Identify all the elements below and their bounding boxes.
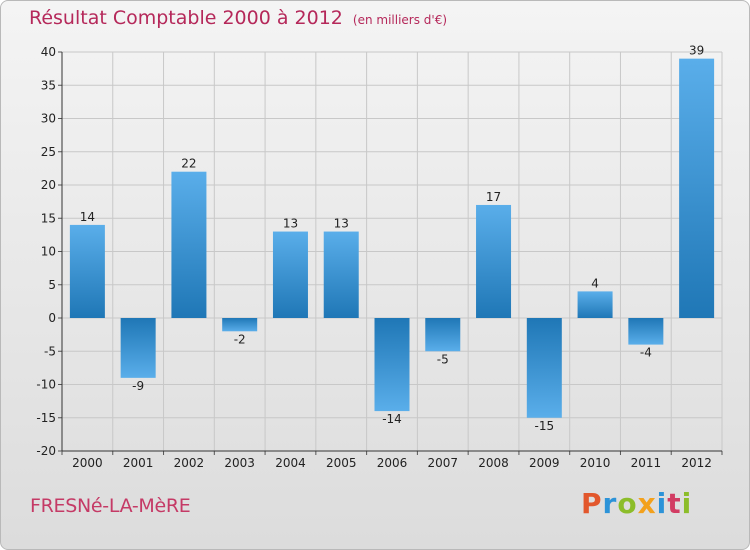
- x-tick-label-2010: 2010: [580, 456, 611, 470]
- x-tick-label-2005: 2005: [326, 456, 357, 470]
- x-tick-label-2004: 2004: [275, 456, 306, 470]
- data-label-2009: -15: [535, 419, 555, 433]
- data-label-2007: -5: [437, 352, 449, 366]
- bar-2003: [222, 318, 258, 332]
- y-tick-label: 5: [48, 278, 56, 292]
- x-tick-label-2011: 2011: [631, 456, 662, 470]
- chart-title-main: Résultat Comptable 2000 à 2012: [29, 7, 343, 29]
- chart-subtitle: (en milliers d'€): [352, 13, 448, 27]
- x-tick-label-2002: 2002: [174, 456, 205, 470]
- y-tick-label: 0: [48, 311, 56, 325]
- y-tick-label: 35: [41, 78, 56, 92]
- bar-2002: [171, 171, 207, 318]
- bars: [69, 58, 715, 418]
- y-tick-label: 15: [41, 211, 56, 225]
- x-tick-label-2007: 2007: [427, 456, 458, 470]
- bar-2000: [69, 224, 105, 318]
- data-label-2011: -4: [640, 346, 652, 360]
- x-tick-label-2000: 2000: [72, 456, 103, 470]
- x-tick-label-2009: 2009: [529, 456, 560, 470]
- y-tick-label: 10: [41, 245, 56, 259]
- logo-letter: r: [602, 487, 618, 520]
- data-label-2001: -9: [132, 379, 144, 393]
- x-tick-label-2006: 2006: [377, 456, 408, 470]
- y-tick-label: 25: [41, 145, 56, 159]
- y-tick-label: -15: [36, 411, 56, 425]
- data-label-2003: -2: [234, 332, 246, 346]
- data-label-2006: -14: [382, 412, 402, 426]
- logo-letter: i: [681, 487, 693, 520]
- x-tick-label-2001: 2001: [123, 456, 154, 470]
- bar-2001: [120, 318, 156, 378]
- data-label-2010: 4: [591, 276, 599, 290]
- data-label-2002: 22: [181, 157, 196, 171]
- data-label-2008: 17: [486, 190, 501, 204]
- y-tick-label: -5: [44, 344, 56, 358]
- logo-letter: o: [617, 487, 638, 520]
- logo-letter: t: [667, 487, 682, 520]
- bar-2007: [425, 318, 461, 352]
- x-tick-label-2012: 2012: [681, 456, 712, 470]
- bar-2004: [272, 231, 308, 318]
- bar-2006: [374, 318, 410, 412]
- logo-letter: x: [637, 487, 657, 520]
- y-tick-label: 30: [41, 112, 56, 126]
- data-label-2000: 14: [80, 210, 95, 224]
- y-tick-label: -10: [36, 378, 56, 392]
- y-tick-label: 20: [41, 178, 56, 192]
- data-label-2005: 13: [334, 217, 349, 231]
- logo-letter: i: [656, 487, 668, 520]
- x-tick-label-2008: 2008: [478, 456, 509, 470]
- bar-2008: [476, 204, 512, 318]
- axes: 40 35 30 25 20 15 10 5 0 -5 -10 -15 -20 2000 2001 2002 2…: [36, 45, 723, 470]
- proxiti-logo: Proxiti: [581, 487, 692, 520]
- data-labels: 14 -9 22 -2 13 13 -14 -5 17 -15 4 -4 39: [80, 44, 705, 433]
- bar-2009: [526, 318, 562, 418]
- commune-name: FRESNé-LA-MèRE: [30, 495, 191, 517]
- logo-letter: P: [581, 487, 603, 520]
- y-tick-label: 40: [41, 45, 56, 59]
- x-tick-label-2003: 2003: [224, 456, 255, 470]
- chart-title: Résultat Comptable 2000 à 2012 (en millie…: [29, 7, 447, 29]
- bar-2012: [679, 58, 715, 319]
- data-label-2012: 39: [689, 44, 704, 58]
- bar-2010: [577, 291, 613, 318]
- bar-2011: [628, 318, 664, 345]
- data-label-2004: 13: [283, 217, 298, 231]
- y-tick-label: -20: [36, 444, 56, 458]
- bar-2005: [323, 231, 359, 318]
